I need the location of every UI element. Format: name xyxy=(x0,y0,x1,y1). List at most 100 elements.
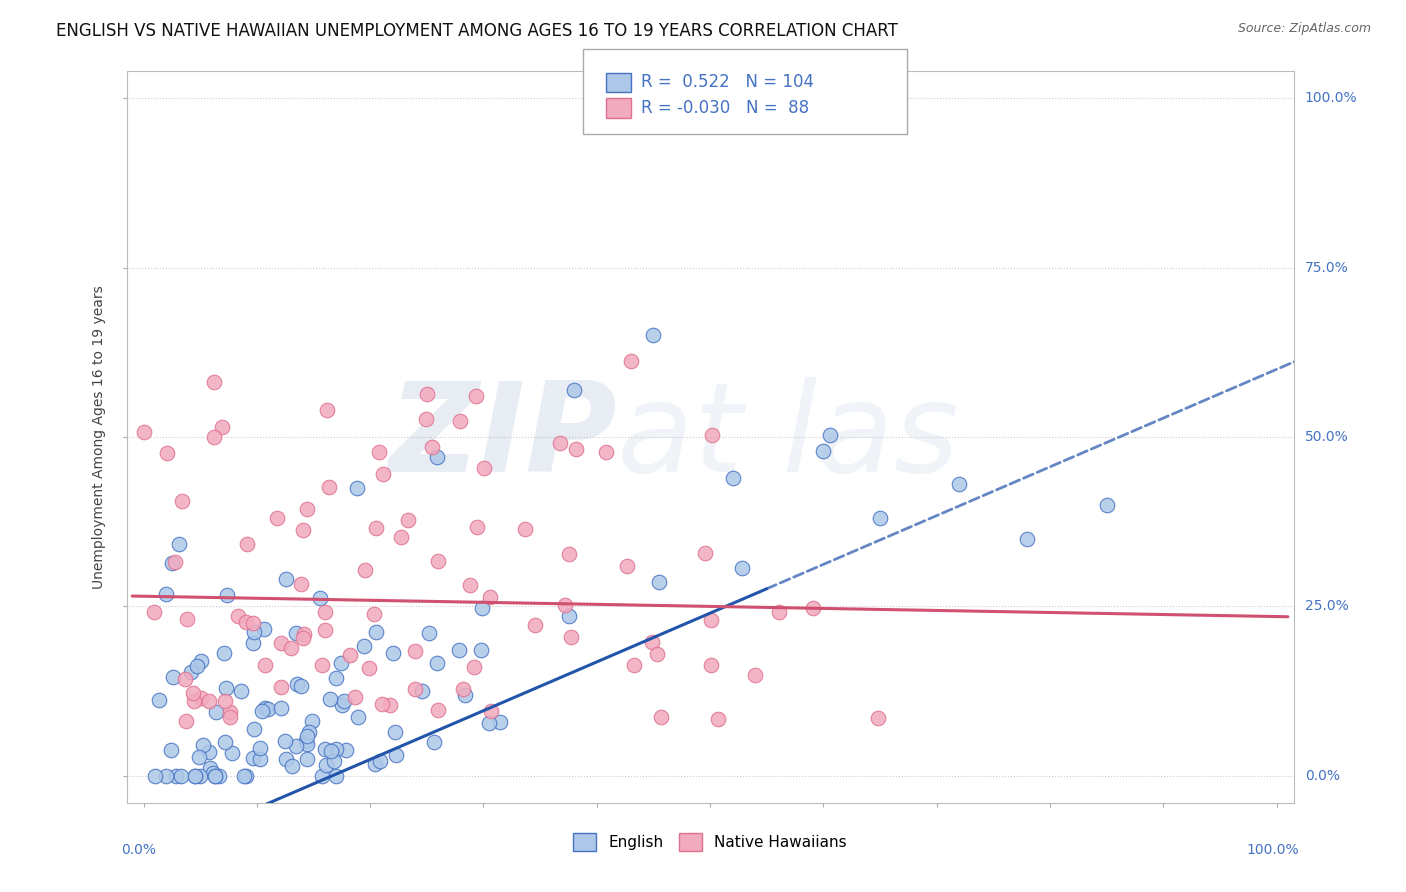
Point xyxy=(290,576,312,591)
Point xyxy=(325,769,347,783)
Point xyxy=(242,615,264,630)
Point xyxy=(309,591,332,605)
Point xyxy=(1095,498,1118,512)
Point xyxy=(554,599,576,613)
Point xyxy=(290,679,312,693)
Point xyxy=(363,607,385,621)
Point xyxy=(398,513,420,527)
Text: R =  0.522   N = 104: R = 0.522 N = 104 xyxy=(641,73,814,91)
Point xyxy=(353,563,375,577)
Point xyxy=(211,420,233,434)
Point xyxy=(314,742,336,756)
Point xyxy=(645,647,668,661)
Point xyxy=(453,688,475,702)
Point xyxy=(339,648,361,663)
Point xyxy=(291,523,314,537)
Point xyxy=(297,737,319,751)
Point xyxy=(202,766,225,780)
Point xyxy=(558,609,581,624)
Point xyxy=(254,658,277,673)
Point xyxy=(314,606,336,620)
Point xyxy=(700,658,723,673)
Point xyxy=(274,572,297,586)
Point xyxy=(478,715,501,730)
Point xyxy=(869,511,891,525)
Point xyxy=(315,402,337,417)
Text: 100.0%: 100.0% xyxy=(1305,92,1357,105)
Text: 50.0%: 50.0% xyxy=(1305,430,1348,444)
Point xyxy=(174,672,197,686)
Point xyxy=(643,328,665,343)
Point xyxy=(478,590,501,604)
Point xyxy=(948,477,970,491)
Point xyxy=(170,769,193,783)
Point xyxy=(190,691,212,706)
Point xyxy=(155,587,177,601)
Point xyxy=(214,694,236,708)
Point xyxy=(163,555,186,569)
Point xyxy=(333,694,356,708)
Point xyxy=(243,625,266,640)
Point xyxy=(280,758,302,772)
Point xyxy=(460,578,482,592)
Point xyxy=(318,480,340,494)
Point xyxy=(274,734,297,748)
Point xyxy=(174,714,197,728)
Point xyxy=(285,625,308,640)
Point xyxy=(176,612,198,626)
Point xyxy=(371,697,394,711)
Point xyxy=(145,769,167,783)
Point xyxy=(212,646,235,660)
Point xyxy=(381,646,404,660)
Point xyxy=(818,428,841,442)
Point xyxy=(295,502,318,516)
Point xyxy=(744,668,766,682)
Point xyxy=(470,643,492,657)
Point xyxy=(464,389,486,403)
Point xyxy=(319,744,342,758)
Legend: English, Native Hawaiians: English, Native Hawaiians xyxy=(567,827,853,857)
Point xyxy=(242,636,264,650)
Text: R = -0.030   N =  88: R = -0.030 N = 88 xyxy=(641,99,810,117)
Point xyxy=(693,546,716,560)
Point xyxy=(148,693,170,707)
Point xyxy=(285,677,308,691)
Point xyxy=(143,605,166,619)
Point xyxy=(249,752,271,766)
Point xyxy=(367,444,389,458)
Point xyxy=(270,636,292,650)
Point xyxy=(266,511,288,525)
Point xyxy=(384,724,406,739)
Point xyxy=(221,747,243,761)
Point xyxy=(731,561,754,575)
Point xyxy=(564,442,586,457)
Point xyxy=(190,654,212,668)
Point xyxy=(188,750,211,764)
Point xyxy=(558,547,581,561)
Text: 100.0%: 100.0% xyxy=(1247,843,1299,857)
Point xyxy=(311,769,333,783)
Point xyxy=(204,769,226,783)
Point xyxy=(426,703,449,717)
Text: 0.0%: 0.0% xyxy=(121,843,156,857)
Point xyxy=(721,471,744,485)
Point xyxy=(295,730,318,744)
Point xyxy=(235,769,257,783)
Point xyxy=(204,375,226,389)
Point xyxy=(155,769,177,783)
Point xyxy=(229,683,252,698)
Point xyxy=(294,627,316,641)
Point xyxy=(513,522,536,536)
Point xyxy=(426,450,449,464)
Point xyxy=(243,722,266,736)
Point xyxy=(180,665,202,680)
Point xyxy=(319,692,342,706)
Point xyxy=(167,537,190,551)
Point xyxy=(285,739,308,753)
Point xyxy=(207,769,229,783)
Point xyxy=(404,681,426,696)
Point xyxy=(335,743,357,757)
Point xyxy=(297,752,319,766)
Point xyxy=(648,574,671,589)
Point xyxy=(325,671,347,685)
